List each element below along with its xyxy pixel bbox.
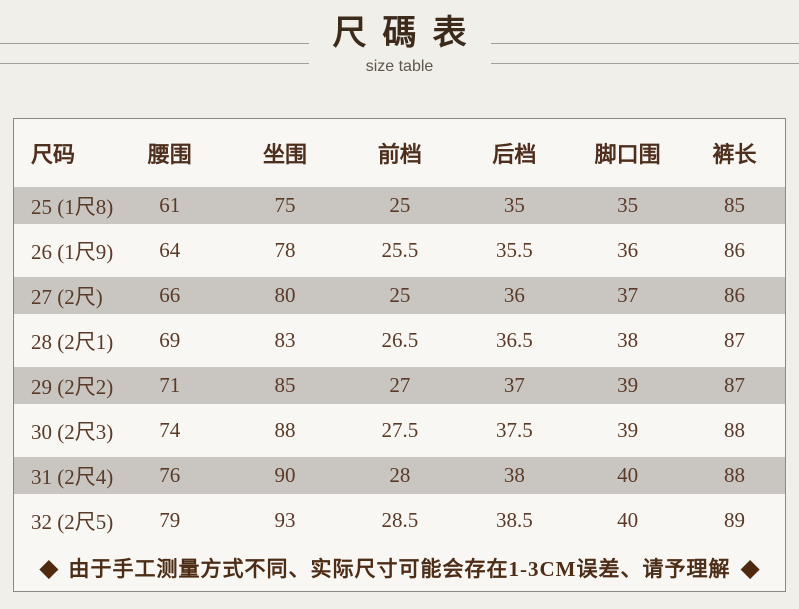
page-subtitle: size table [365,58,434,75]
value-cell: 35 [457,187,572,224]
value-cell: 40 [571,457,684,494]
value-cell: 88 [723,418,745,442]
value-cell: 37 [457,367,572,404]
value-cell: 75 [227,187,343,224]
size-cell: 30 (2尺3) [31,419,114,444]
column-header-waist: 腰围 [147,142,192,167]
value-cell: 71 [111,367,228,404]
value-cell: 38 [617,328,639,352]
table-row: 32 (2尺5) 79 93 28.5 38.5 40 89 [14,502,785,539]
page-title: 尺碼表 [332,15,483,52]
value-cell: 93 [274,508,296,532]
value-cell: 89 [723,508,745,532]
size-cell: 28 (2尺1) [31,329,114,354]
value-cell: 78 [274,238,296,262]
value-cell: 38 [457,457,572,494]
size-cell: 25 (1尺8) [14,187,113,224]
value-cell: 28.5 [381,508,419,532]
size-table-header: 尺码 腰围 坐围 前档 后档 脚口围 裤长 [14,127,785,179]
value-cell: 87 [723,328,745,352]
value-cell: 80 [227,277,343,314]
value-cell: 76 [111,457,228,494]
value-cell: 88 [274,418,296,442]
size-cell: 29 (2尺2) [14,367,113,404]
value-cell: 85 [683,187,785,224]
column-header-back-rise: 后档 [492,142,537,167]
size-cell: 26 (1尺9) [31,239,114,264]
header-row: 尺码 腰围 坐围 前档 后档 脚口围 裤长 [14,127,785,179]
table-row: 27 (2尺) 66 80 25 36 37 86 [14,277,785,314]
size-table-card: 尺码 腰围 坐围 前档 后档 脚口围 裤长 25 (1尺8) 61 75 25 35 35… [13,118,786,592]
value-cell: 83 [274,328,296,352]
diamond-icon: ◆ [740,554,760,582]
value-cell: 27.5 [381,418,419,442]
value-cell: 88 [683,457,785,494]
value-cell: 61 [111,187,228,224]
value-cell: 36 [617,238,639,262]
value-cell: 36.5 [495,328,533,352]
table-row: 31 (2尺4) 76 90 28 38 40 88 [14,457,785,494]
value-cell: 74 [159,418,181,442]
column-header-size: 尺码 [31,142,76,167]
measurement-note: ◆ 由于手工测量方式不同、实际尺寸可能会存在1-3CM误差、请予理解 ◆ [14,545,785,591]
value-cell: 39 [617,418,639,442]
value-cell: 39 [571,367,684,404]
value-cell: 37.5 [495,418,533,442]
value-cell: 79 [159,508,181,532]
value-cell: 25 [342,277,458,314]
size-table: 尺码 腰围 坐围 前档 后档 脚口围 裤长 25 (1尺8) 61 75 25 35 35… [14,119,785,547]
value-cell: 26.5 [381,328,419,352]
title-block: 尺碼表 size table [308,12,491,76]
value-cell: 38.5 [495,508,533,532]
value-cell: 25.5 [381,238,419,262]
value-cell: 86 [723,238,745,262]
value-cell: 36 [457,277,572,314]
value-cell: 66 [111,277,228,314]
column-header-pant-length: 裤长 [712,142,757,167]
column-header-leg-opening: 脚口围 [594,142,661,167]
size-cell: 32 (2尺5) [31,509,114,534]
value-cell: 90 [227,457,343,494]
value-cell: 25 [342,187,458,224]
value-cell: 35.5 [495,238,533,262]
table-row: 28 (2尺1) 69 83 26.5 36.5 38 87 [14,322,785,359]
column-header-hip: 坐围 [262,142,307,167]
table-row: 30 (2尺3) 74 88 27.5 37.5 39 88 [14,412,785,449]
measurement-note-text: 由于手工测量方式不同、实际尺寸可能会存在1-3CM误差、请予理解 [68,557,731,581]
column-header-front-rise: 前档 [377,142,422,167]
value-cell: 37 [571,277,684,314]
value-cell: 28 [342,457,458,494]
value-cell: 69 [159,328,181,352]
table-row: 26 (1尺9) 64 78 25.5 35.5 36 86 [14,232,785,269]
value-cell: 40 [617,508,639,532]
table-body: 25 (1尺8) 61 75 25 35 35 85 26 (1尺9) 64 78 25.5 35.5… [14,187,785,539]
value-cell: 64 [159,238,181,262]
size-cell: 31 (2尺4) [14,457,113,494]
value-cell: 85 [227,367,343,404]
size-cell: 27 (2尺) [14,277,112,314]
value-cell: 27 [342,367,458,404]
diamond-icon: ◆ [39,554,59,582]
value-cell: 86 [683,277,785,314]
value-cell: 87 [683,367,785,404]
table-row: 25 (1尺8) 61 75 25 35 35 85 [14,187,785,224]
table-row: 29 (2尺2) 71 85 27 37 39 87 [14,367,785,404]
value-cell: 35 [571,187,684,224]
